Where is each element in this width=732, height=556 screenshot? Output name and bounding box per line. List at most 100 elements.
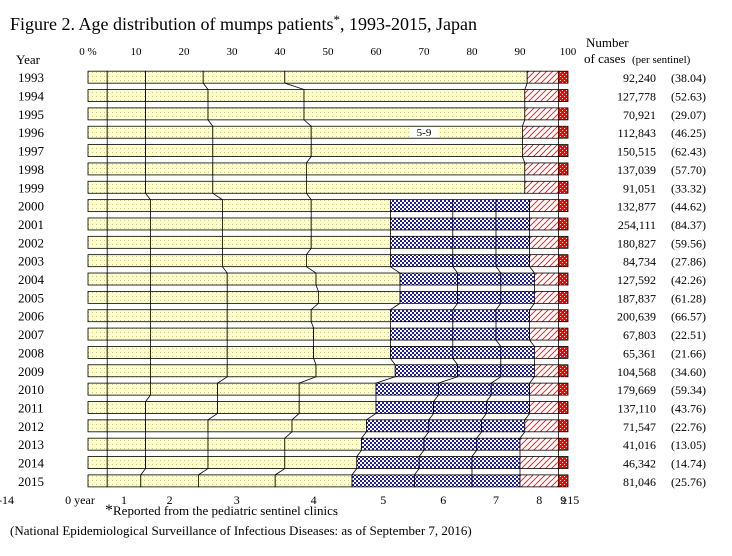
bar-row-2001: 2001 254,111 (84.37)	[18, 217, 706, 232]
year-label: 1995	[18, 107, 44, 122]
year-label: 2015	[18, 474, 44, 489]
bar-row-2007: 2007 67,803 (22.51)	[18, 327, 706, 342]
bar-segment	[212, 144, 312, 157]
x-tick-label: 20	[179, 46, 191, 58]
bar-segment	[313, 327, 391, 341]
bar-row-2014: 2014 46,342 (14.74)	[18, 456, 706, 471]
bar-segment	[418, 456, 473, 469]
bar-segment	[529, 309, 559, 323]
bar-segment	[558, 401, 569, 414]
case-count: 91,051	[623, 181, 656, 195]
case-count: 137,110	[617, 401, 656, 415]
case-count: 46,342	[623, 457, 656, 471]
case-count: 112,843	[617, 126, 656, 140]
boundary-connector	[313, 358, 317, 365]
bar-segment	[558, 254, 569, 268]
bar-segment	[87, 180, 108, 194]
cases-header-line: Number	[586, 35, 629, 50]
boundary-connector	[428, 413, 434, 421]
boundary-connector	[529, 266, 535, 274]
age-group-label: 0 year	[65, 493, 95, 507]
bar-segment	[452, 254, 497, 268]
boundary-connector	[495, 266, 502, 274]
bar-segment	[519, 437, 559, 451]
age-group-label: 7	[493, 493, 499, 507]
x-tick-label: 10	[131, 46, 143, 58]
bar-segment	[452, 199, 497, 213]
boundary-connector	[471, 449, 478, 457]
bar-segment	[526, 70, 559, 84]
case-count: 180,827	[617, 236, 656, 250]
cases-per-sentinel: (42.26)	[671, 273, 706, 287]
bar-segment	[149, 199, 223, 213]
cases-per-sentinel: (46.25)	[671, 126, 706, 140]
bar-segment	[149, 217, 223, 231]
source-note: (National Epidemiological Surveillance o…	[10, 523, 472, 538]
bar-row-2004: 2004 127,592 (42.26)	[18, 272, 706, 287]
age-group-labels: 0 year 1 2 3 4 5 6 7 8 9 10-14 ≥15	[0, 493, 579, 507]
bar-segment	[519, 474, 559, 488]
bar-segment	[106, 401, 146, 414]
bar-segment	[534, 290, 559, 304]
year-label: 2012	[18, 419, 44, 434]
bar-segment	[413, 474, 473, 488]
boundary-connector	[222, 266, 228, 274]
bar-segment	[106, 235, 151, 249]
bar-segment	[558, 272, 569, 286]
bar-segment	[389, 235, 454, 249]
boundary-connector	[522, 119, 526, 127]
case-count: 70,921	[623, 108, 656, 122]
bar-segment	[500, 290, 535, 304]
bar-segment	[145, 70, 204, 84]
year-label: 2002	[18, 235, 44, 250]
bar-segment	[389, 199, 454, 213]
bar-segment	[106, 346, 151, 359]
x-tick-label: 30	[227, 46, 239, 58]
bar-segment	[433, 401, 487, 414]
boundary-connector	[390, 266, 401, 274]
bar-segment	[394, 364, 459, 378]
year-label: 2003	[18, 254, 44, 269]
bar-segment	[87, 217, 108, 231]
bar-segment	[145, 162, 214, 176]
boundary-connector	[390, 303, 401, 311]
bar-segment	[106, 125, 146, 139]
year-label: 1999	[18, 180, 44, 195]
bar-row-2005: 2005 187,837 (61.28)	[18, 290, 706, 305]
cases-per-sentinel: (38.04)	[671, 71, 706, 85]
case-count: 150,515	[617, 145, 656, 159]
boundary-connector	[495, 339, 502, 347]
bar-segment	[87, 346, 108, 359]
age-group-label: 3	[234, 493, 240, 507]
bar-segment	[87, 474, 108, 488]
boundary-connector	[310, 321, 314, 329]
bar-segment	[87, 144, 108, 157]
bar-segment	[149, 254, 223, 268]
bar-segment	[452, 346, 502, 359]
bar-segment	[423, 437, 478, 451]
year-label: 2011	[18, 400, 44, 415]
cases-per-sentinel: (44.62)	[671, 200, 706, 214]
bar-segment	[471, 456, 521, 469]
boundary-connector	[207, 413, 218, 421]
bar-segment	[534, 364, 559, 378]
cases-per-sentinel: (25.76)	[671, 475, 706, 489]
boundary-connector	[145, 193, 151, 200]
year-label: 2009	[18, 364, 44, 379]
bar-segment	[106, 272, 151, 286]
boundary-connector	[140, 468, 146, 476]
bar-segment	[389, 346, 454, 359]
boundary-connector	[476, 431, 482, 439]
year-label: 1997	[18, 144, 45, 159]
bar-segment	[217, 382, 300, 396]
bar-segment	[310, 144, 523, 157]
bar-segment	[524, 89, 559, 102]
bar-segment	[87, 70, 108, 84]
age-group-label: 10-14	[0, 493, 14, 507]
boundary-connector	[390, 358, 396, 366]
bar-segment	[457, 290, 502, 304]
x-axis-tick-labels: 0 % 10 20 30 40 50 60 70 80 90 100	[79, 46, 576, 58]
bar-segment	[437, 382, 492, 396]
age-group-label: 4	[311, 493, 317, 507]
bar-row-2013: 2013 41,016 (13.05)	[18, 437, 706, 452]
